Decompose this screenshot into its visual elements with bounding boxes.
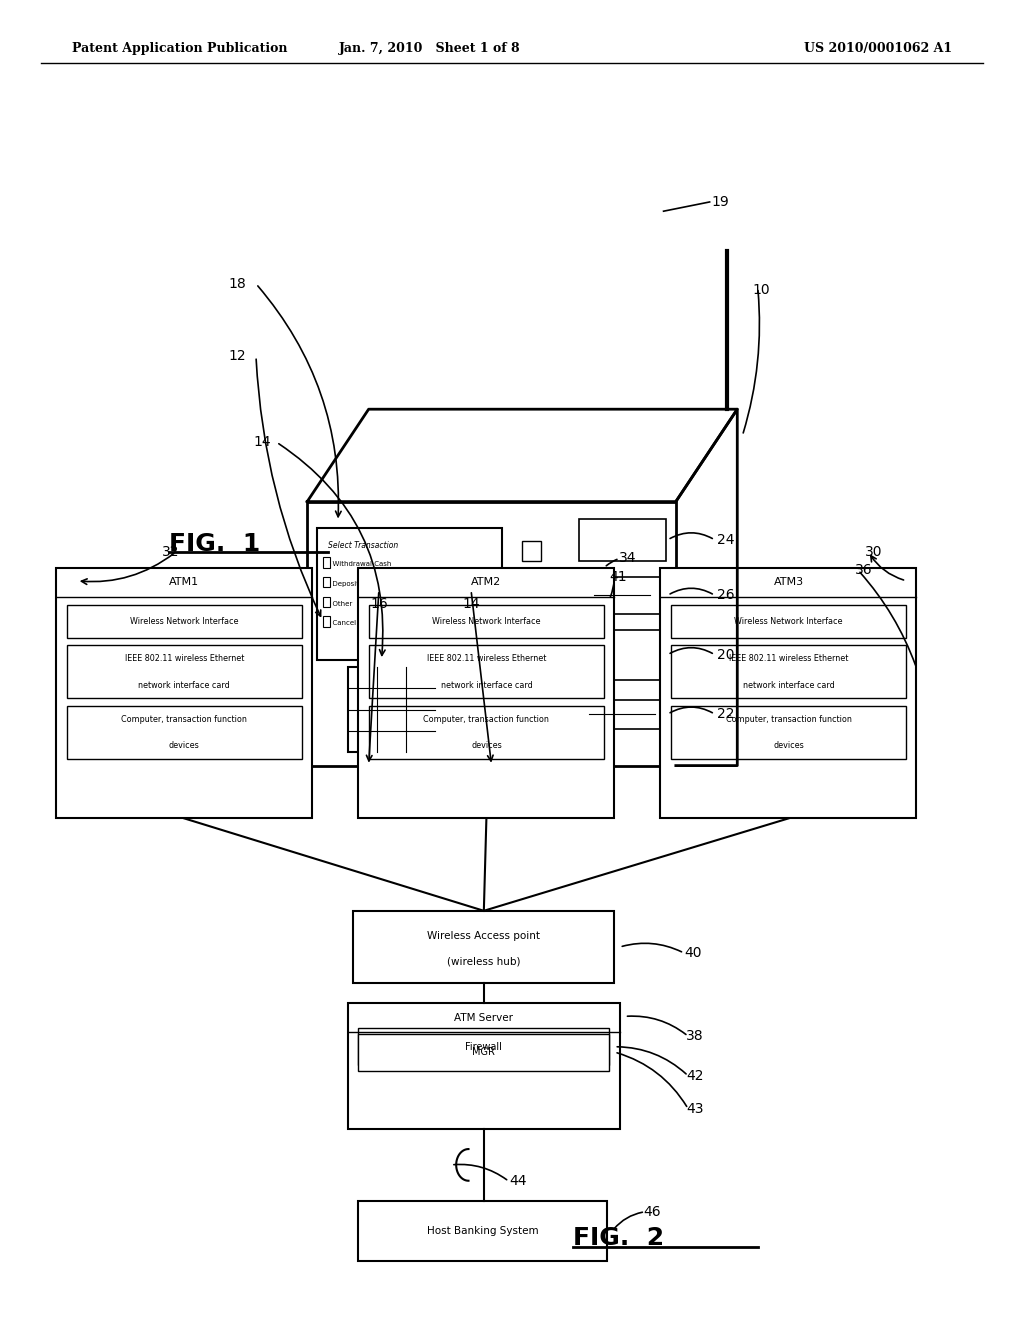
Text: 10: 10	[753, 284, 770, 297]
FancyBboxPatch shape	[671, 645, 906, 698]
Text: 38: 38	[686, 1030, 703, 1043]
FancyBboxPatch shape	[307, 502, 676, 766]
Text: Firewall: Firewall	[465, 1041, 503, 1052]
Text: devices: devices	[471, 742, 502, 750]
Text: ATM Server: ATM Server	[455, 1012, 513, 1023]
FancyBboxPatch shape	[348, 1003, 620, 1129]
Text: network interface card: network interface card	[138, 681, 230, 689]
FancyBboxPatch shape	[579, 700, 666, 729]
Text: 22: 22	[717, 708, 734, 721]
FancyBboxPatch shape	[671, 706, 906, 759]
Text: 30: 30	[865, 545, 883, 558]
Text: 16: 16	[370, 597, 388, 611]
Text: (wireless hub): (wireless hub)	[447, 957, 520, 966]
Text: 40: 40	[684, 946, 701, 960]
FancyBboxPatch shape	[579, 630, 666, 680]
FancyBboxPatch shape	[67, 706, 302, 759]
Text: FIG.  2: FIG. 2	[573, 1226, 665, 1250]
FancyBboxPatch shape	[369, 706, 604, 759]
Text: Deposit: Deposit	[328, 581, 358, 587]
FancyBboxPatch shape	[358, 1201, 607, 1261]
Text: Withdrawal Cash: Withdrawal Cash	[328, 561, 391, 568]
Text: IEEE 802.11 wireless Ethernet: IEEE 802.11 wireless Ethernet	[125, 655, 244, 663]
Text: Other: Other	[328, 601, 352, 607]
Text: 32: 32	[162, 545, 179, 558]
Text: 14: 14	[254, 436, 271, 449]
Text: 20: 20	[717, 648, 734, 661]
FancyBboxPatch shape	[348, 667, 435, 752]
Text: Wireless Network Interface: Wireless Network Interface	[734, 616, 843, 626]
FancyBboxPatch shape	[369, 605, 604, 638]
Bar	[323, 616, 330, 627]
Text: Computer, transaction function: Computer, transaction function	[122, 715, 247, 723]
Text: 18: 18	[228, 277, 246, 290]
FancyBboxPatch shape	[579, 577, 666, 614]
FancyBboxPatch shape	[353, 911, 614, 983]
FancyBboxPatch shape	[67, 645, 302, 698]
Text: devices: devices	[169, 742, 200, 750]
Text: 44: 44	[509, 1175, 526, 1188]
Text: IEEE 802.11 wireless Ethernet: IEEE 802.11 wireless Ethernet	[729, 655, 848, 663]
Text: ATM3: ATM3	[773, 577, 804, 587]
FancyBboxPatch shape	[522, 570, 541, 590]
Bar	[323, 577, 330, 587]
Text: Wireless Network Interface: Wireless Network Interface	[432, 616, 541, 626]
Text: Patent Application Publication: Patent Application Publication	[72, 42, 287, 55]
Text: IEEE 802.11 wireless Ethernet: IEEE 802.11 wireless Ethernet	[427, 655, 546, 663]
Text: US 2010/0001062 A1: US 2010/0001062 A1	[804, 42, 952, 55]
Text: network interface card: network interface card	[440, 681, 532, 689]
Text: 12: 12	[228, 350, 246, 363]
Text: Jan. 7, 2010   Sheet 1 of 8: Jan. 7, 2010 Sheet 1 of 8	[339, 42, 521, 55]
FancyBboxPatch shape	[358, 1034, 609, 1071]
FancyBboxPatch shape	[522, 628, 541, 648]
FancyBboxPatch shape	[522, 599, 541, 619]
FancyBboxPatch shape	[317, 528, 502, 660]
Bar	[323, 557, 330, 568]
Text: 26: 26	[717, 589, 734, 602]
Text: Computer, transaction function: Computer, transaction function	[726, 715, 851, 723]
Text: ATM1: ATM1	[169, 577, 200, 587]
Text: network interface card: network interface card	[742, 681, 835, 689]
FancyBboxPatch shape	[660, 568, 916, 818]
Text: 19: 19	[712, 195, 729, 209]
Text: 24: 24	[717, 533, 734, 546]
Text: 36: 36	[855, 564, 872, 577]
FancyBboxPatch shape	[369, 645, 604, 698]
Text: Wireless Access point: Wireless Access point	[427, 931, 541, 941]
FancyBboxPatch shape	[522, 541, 541, 561]
Bar	[323, 597, 330, 607]
FancyBboxPatch shape	[671, 605, 906, 638]
Text: 14: 14	[462, 597, 480, 611]
FancyBboxPatch shape	[358, 568, 614, 818]
Text: 46: 46	[643, 1205, 660, 1218]
Text: 42: 42	[686, 1069, 703, 1082]
Text: 43: 43	[686, 1102, 703, 1115]
FancyBboxPatch shape	[67, 605, 302, 638]
Text: MGR: MGR	[472, 1047, 496, 1057]
Text: ATM2: ATM2	[471, 577, 502, 587]
FancyBboxPatch shape	[358, 1028, 609, 1065]
Text: devices: devices	[773, 742, 804, 750]
FancyBboxPatch shape	[579, 519, 666, 561]
Text: Host Banking System: Host Banking System	[427, 1226, 539, 1236]
Text: Cancel: Cancel	[328, 620, 355, 627]
FancyBboxPatch shape	[56, 568, 312, 818]
Text: 34: 34	[618, 552, 636, 565]
Text: FIG.  1: FIG. 1	[169, 532, 260, 556]
Text: Select Transaction: Select Transaction	[328, 541, 398, 550]
Text: 41: 41	[609, 570, 627, 583]
Text: Wireless Network Interface: Wireless Network Interface	[130, 616, 239, 626]
Text: Computer, transaction function: Computer, transaction function	[424, 715, 549, 723]
